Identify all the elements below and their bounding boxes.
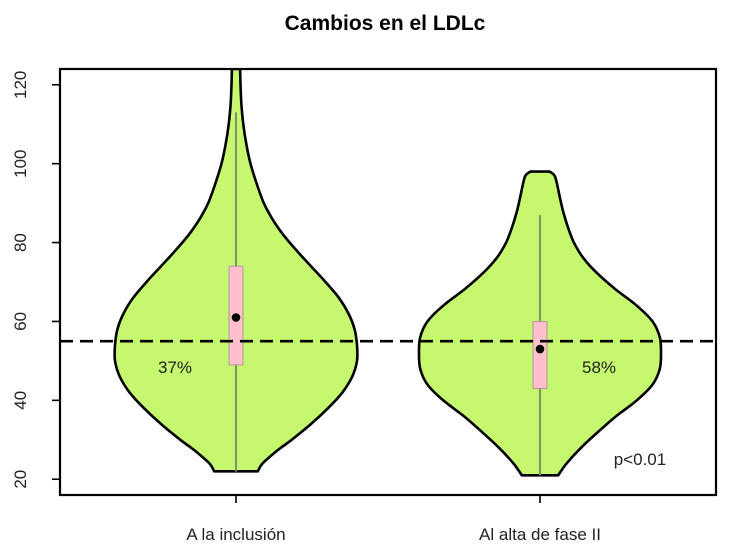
x-category-label: Al alta de fase II (479, 525, 601, 544)
annotation-group-2: 58% (582, 358, 616, 377)
annotation-group-1: 37% (158, 358, 192, 377)
y-tick-label: 80 (11, 233, 30, 252)
y-tick-label: 100 (11, 150, 30, 178)
y-tick-label: 120 (11, 71, 30, 99)
x-category-label: A la inclusión (186, 525, 285, 544)
y-tick-label: 20 (11, 470, 30, 489)
plot-frame (58, 67, 718, 497)
median-point (535, 344, 545, 354)
p-value-label: p<0.01 (614, 450, 666, 469)
iqr-box (532, 320, 548, 390)
y-tick-label: 60 (11, 312, 30, 331)
y-tick-label: 40 (11, 391, 30, 410)
axes: 20 40 60 80 100 120 A la inclusión Al alta de f… (11, 67, 718, 544)
chart-title: Cambios en el LDLc (285, 12, 486, 35)
median-point (231, 313, 241, 322)
plot-area: 37% 58% p<0.01 (60, 69, 716, 477)
